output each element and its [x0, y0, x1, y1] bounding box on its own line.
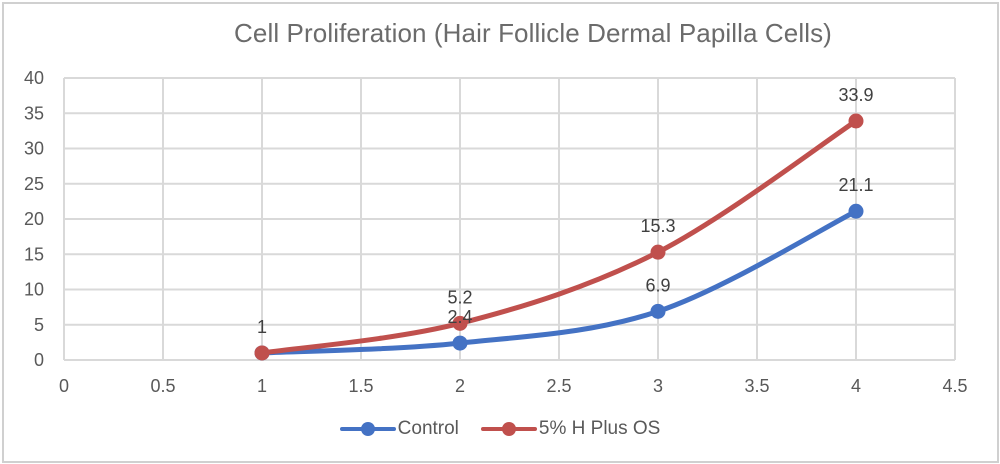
x-tick-label: 2: [455, 376, 465, 396]
data-label: 33.9: [838, 85, 873, 105]
data-point-control[interactable]: [848, 203, 864, 219]
y-tick-label: 0: [34, 350, 44, 370]
x-tick-label: 0: [59, 376, 69, 396]
data-label: 6.9: [645, 275, 670, 295]
data-point-5-h-plus-os[interactable]: [452, 315, 468, 331]
x-tick-label: 3.5: [744, 376, 769, 396]
legend-item-control[interactable]: Control: [339, 418, 459, 440]
data-point-control[interactable]: [452, 335, 468, 351]
y-tick-label: 25: [24, 174, 44, 194]
y-tick-label: 20: [24, 209, 44, 229]
y-tick-label: 10: [24, 280, 44, 300]
x-tick-label: 1.5: [348, 376, 373, 396]
y-tick-label: 35: [24, 103, 44, 123]
legend-label: 5% H Plus OS: [538, 418, 661, 439]
data-label: 21.1: [838, 175, 873, 195]
data-labels: 2.4 6.9 21.1 1 5.2 15.3 33.9: [257, 85, 874, 337]
x-tick-label: 3: [653, 376, 663, 396]
y-tick-label: 40: [24, 68, 44, 88]
data-label: 5.2: [447, 287, 472, 307]
x-tick-label: 4: [851, 376, 861, 396]
y-tick-label: 5: [34, 315, 44, 335]
series-line-5-h-plus-os: [259, 118, 859, 356]
legend-marker-icon: [480, 422, 537, 436]
x-tick-label: 0.5: [150, 376, 175, 396]
gridlines: [63, 77, 956, 361]
data-label: 15.3: [640, 216, 675, 236]
data-point-5-h-plus-os[interactable]: [254, 345, 270, 361]
data-point-control[interactable]: [650, 303, 666, 319]
data-label: 1: [257, 317, 267, 337]
x-tick-label: 2.5: [546, 376, 571, 396]
x-tick-label: 4.5: [942, 376, 967, 396]
legend-dot-control: [360, 422, 375, 436]
data-point-5-h-plus-os[interactable]: [650, 244, 666, 260]
x-tick-label: 1: [257, 376, 267, 396]
legend-label: Control: [397, 418, 459, 439]
legend-dot-treatment: [501, 422, 516, 436]
x-axis-tick-labels: 0 0.5 1 1.5 2 2.5 3 3.5 4 4.5: [59, 376, 968, 396]
chart-legend: Control 5% H Plus OS: [0, 418, 1000, 440]
chart-title: Cell Proliferation (Hair Follicle Dermal…: [234, 18, 832, 48]
y-axis-tick-labels: 0 5 10 15 20 25 30 35 40: [24, 68, 44, 370]
data-series: [254, 113, 864, 361]
y-tick-label: 30: [24, 139, 44, 159]
data-label: 2.4: [447, 307, 472, 327]
legend-marker-icon: [339, 422, 396, 436]
data-point-5-h-plus-os[interactable]: [848, 113, 864, 129]
series-line-control: [259, 208, 859, 356]
legend-item-5pct-h-plus-os[interactable]: 5% H Plus OS: [480, 418, 661, 440]
y-tick-label: 15: [24, 244, 44, 264]
